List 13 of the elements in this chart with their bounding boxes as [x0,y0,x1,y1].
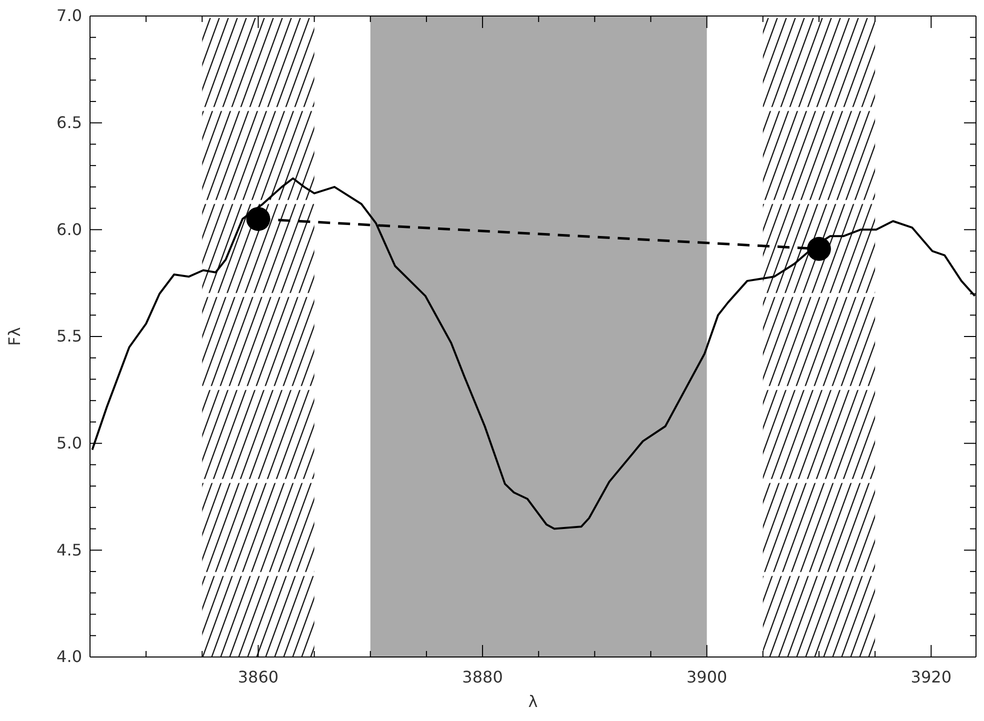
x-tick-label: 3900 [686,667,728,686]
x-axis-title: λ [528,692,538,711]
y-tick-label: 6.5 [56,112,82,132]
x-tick-label: 3880 [462,667,503,686]
y-tick-label: 5.5 [56,326,82,346]
y-tick-label: 5.0 [56,433,82,452]
y-tick-label: 6.0 [56,220,82,239]
x-tick-label: 3860 [238,667,279,686]
y-tick-label: 4.0 [56,647,82,666]
x-tick-label: 3920 [910,667,952,686]
y-axis-title: Fλ [5,327,24,346]
y-tick-label: 7.0 [56,6,82,26]
y-tick-label: 4.5 [56,540,82,560]
